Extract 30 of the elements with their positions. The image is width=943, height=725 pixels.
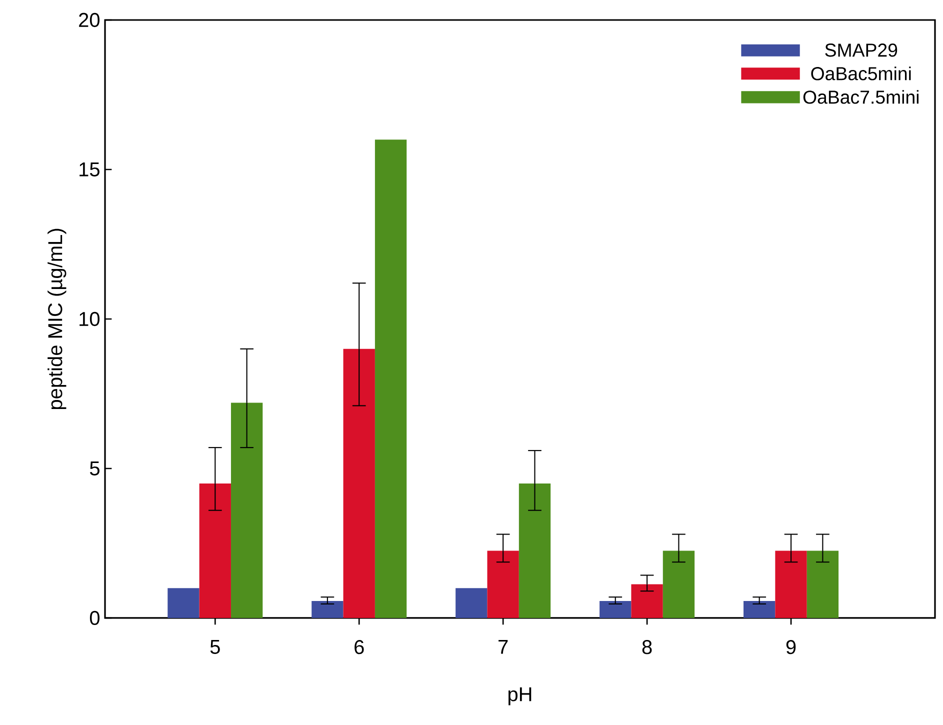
bar bbox=[518, 483, 551, 618]
x-tick-label: 9 bbox=[786, 640, 796, 654]
bar bbox=[662, 550, 695, 618]
bar bbox=[775, 550, 807, 618]
bar bbox=[744, 600, 776, 618]
y-tick-label: 15 bbox=[80, 162, 100, 176]
y-tick-label: 5 bbox=[90, 462, 100, 476]
legend-label: SMAP29 bbox=[825, 44, 898, 57]
y-tick-label: 20 bbox=[79, 12, 100, 28]
x-tick-label: 6 bbox=[354, 640, 364, 654]
y-axis-title: peptide MIC (µg/mL) bbox=[48, 228, 66, 410]
bar bbox=[600, 600, 632, 618]
bar bbox=[312, 600, 344, 618]
bar bbox=[631, 584, 663, 618]
x-tick-label: 7 bbox=[498, 640, 508, 654]
legend-label: OaBac7.5mini bbox=[803, 90, 918, 104]
bar bbox=[230, 402, 263, 618]
y-tick-label: 10 bbox=[80, 312, 100, 326]
bar bbox=[456, 588, 488, 618]
legend-label: OaBac5mini bbox=[811, 66, 911, 80]
bar bbox=[806, 550, 839, 618]
x-tick-label: 5 bbox=[210, 640, 220, 654]
bar bbox=[374, 140, 407, 618]
bar bbox=[487, 550, 519, 618]
y-tick-label: 0 bbox=[90, 610, 100, 626]
bar bbox=[343, 348, 375, 618]
bar bbox=[199, 483, 231, 618]
x-axis-title: pH bbox=[508, 687, 532, 706]
x-tick-label: 8 bbox=[642, 640, 652, 654]
bar bbox=[168, 588, 200, 618]
